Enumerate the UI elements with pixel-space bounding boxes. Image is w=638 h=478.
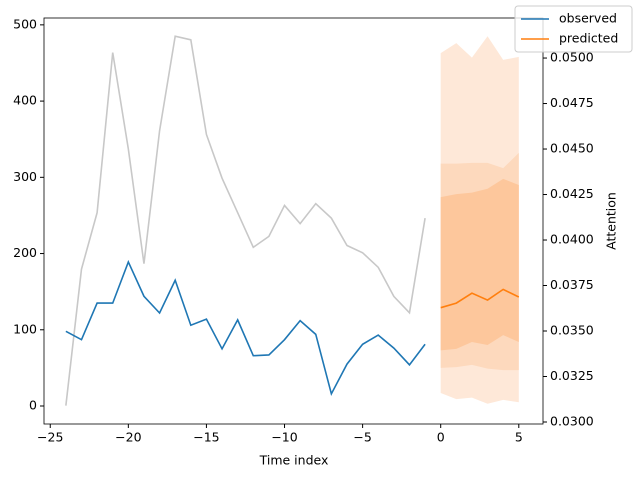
y-tick-label: 500 (13, 16, 37, 31)
y2-tick-label: 0.0375 (550, 277, 594, 292)
x-tick-label: −5 (353, 430, 371, 445)
y-tick-label: 300 (13, 169, 37, 184)
x-tick-label: −25 (37, 430, 63, 445)
x-axis-label: Time index (259, 453, 329, 468)
legend-label: observed (559, 11, 617, 26)
y2-tick-label: 0.0400 (550, 232, 594, 247)
y2-tick-label: 0.0325 (550, 368, 594, 383)
y-tick-label: 100 (13, 321, 37, 336)
y2-tick-label: 0.0475 (550, 95, 594, 110)
y2-tick-label: 0.0300 (550, 413, 594, 428)
y2-tick-label: 0.0500 (550, 50, 594, 65)
y-tick-label: 400 (13, 93, 37, 108)
legend-box (514, 5, 633, 53)
y-tick-label: 0 (29, 398, 37, 413)
quantile-band (440, 178, 519, 351)
x-tick-label: 5 (515, 430, 523, 445)
plot-frame (43, 17, 544, 425)
legend-label: predicted (559, 31, 618, 46)
x-tick-label: 0 (437, 430, 445, 445)
series-line (65, 259, 426, 397)
y2-tick-label: 0.0350 (550, 323, 594, 338)
y-tick-label: 200 (13, 245, 37, 260)
y2-tick-label: 0.0425 (550, 186, 594, 201)
x-tick-label: −15 (193, 430, 219, 445)
x-tick-label: −20 (115, 430, 141, 445)
attention-line (65, 35, 426, 406)
x-tick-label: −10 (271, 430, 297, 445)
series-line (440, 288, 520, 309)
y2-tick-label: 0.0450 (550, 141, 594, 156)
y2-axis-label: Attention (604, 192, 619, 250)
